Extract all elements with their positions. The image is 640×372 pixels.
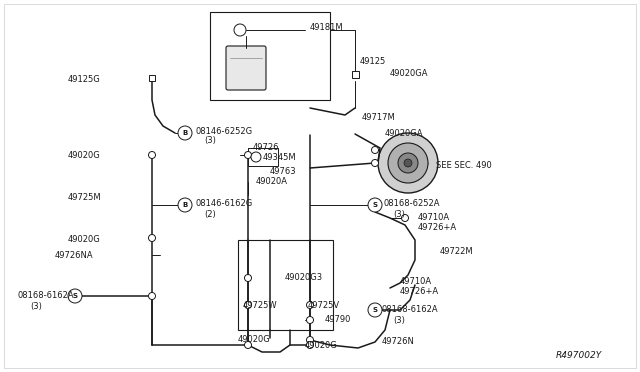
Circle shape <box>378 133 438 193</box>
Circle shape <box>368 198 382 212</box>
Text: 49020GA: 49020GA <box>385 129 424 138</box>
Circle shape <box>244 341 252 349</box>
Circle shape <box>371 160 378 167</box>
Circle shape <box>251 152 261 162</box>
Text: 49020A: 49020A <box>256 177 288 186</box>
Text: 08146-6162G: 08146-6162G <box>196 199 253 208</box>
Text: R497002Y: R497002Y <box>556 352 602 360</box>
Circle shape <box>148 234 156 241</box>
Text: 49726N: 49726N <box>382 337 415 346</box>
Text: 49763: 49763 <box>270 167 296 176</box>
Text: S: S <box>372 307 378 313</box>
Circle shape <box>148 292 156 299</box>
Text: 08146-6252G: 08146-6252G <box>196 126 253 135</box>
Text: SEE SEC. 490: SEE SEC. 490 <box>436 161 492 170</box>
Circle shape <box>148 151 156 158</box>
Circle shape <box>244 301 252 308</box>
Circle shape <box>404 159 412 167</box>
FancyBboxPatch shape <box>226 46 266 90</box>
Circle shape <box>178 126 192 140</box>
Text: (2): (2) <box>204 209 216 218</box>
Text: 49726+A: 49726+A <box>418 224 457 232</box>
Circle shape <box>234 24 246 36</box>
Text: 49726: 49726 <box>253 144 280 153</box>
Circle shape <box>307 317 314 324</box>
Circle shape <box>388 143 428 183</box>
Text: 08168-6252A: 08168-6252A <box>383 199 440 208</box>
Bar <box>149 75 155 81</box>
Text: 49710A: 49710A <box>400 278 432 286</box>
Text: B: B <box>182 130 188 136</box>
Bar <box>210 12 330 100</box>
Circle shape <box>307 337 314 343</box>
Text: 49725M: 49725M <box>68 193 102 202</box>
Circle shape <box>244 151 252 158</box>
Text: S: S <box>372 202 378 208</box>
Text: 49725W: 49725W <box>243 301 278 310</box>
Text: 49125G: 49125G <box>68 76 100 84</box>
Text: 49790: 49790 <box>325 315 351 324</box>
Text: 49020G: 49020G <box>68 235 100 244</box>
Text: (3): (3) <box>204 137 216 145</box>
Text: 49181M: 49181M <box>310 23 344 32</box>
Text: 08168-6162A: 08168-6162A <box>18 292 75 301</box>
Circle shape <box>368 303 382 317</box>
Text: B: B <box>182 202 188 208</box>
Circle shape <box>178 198 192 212</box>
Text: 49726+A: 49726+A <box>400 288 439 296</box>
Text: 49020G3: 49020G3 <box>285 273 323 282</box>
Text: 49722M: 49722M <box>440 247 474 257</box>
Circle shape <box>307 341 314 349</box>
Text: (3): (3) <box>393 315 405 324</box>
Text: 49345M: 49345M <box>263 154 296 163</box>
Circle shape <box>68 289 82 303</box>
Text: 49710A: 49710A <box>418 214 450 222</box>
Circle shape <box>244 275 252 282</box>
Bar <box>238 240 333 330</box>
Text: 49020G: 49020G <box>68 151 100 160</box>
Circle shape <box>307 301 314 308</box>
Text: 49020GA: 49020GA <box>390 70 429 78</box>
Text: 08168-6162A: 08168-6162A <box>382 305 438 314</box>
Text: 49125: 49125 <box>360 58 387 67</box>
Bar <box>248 148 278 166</box>
Text: S: S <box>72 293 77 299</box>
Text: 49020G: 49020G <box>238 336 271 344</box>
Bar <box>351 71 358 77</box>
Text: (3): (3) <box>30 301 42 311</box>
Text: 49717M: 49717M <box>362 113 396 122</box>
Text: 49726NA: 49726NA <box>55 251 93 260</box>
Circle shape <box>371 147 378 154</box>
Text: (3): (3) <box>393 209 405 218</box>
Text: 49020G: 49020G <box>305 341 338 350</box>
Circle shape <box>398 153 418 173</box>
Circle shape <box>401 215 408 221</box>
Text: 49725V: 49725V <box>308 301 340 310</box>
